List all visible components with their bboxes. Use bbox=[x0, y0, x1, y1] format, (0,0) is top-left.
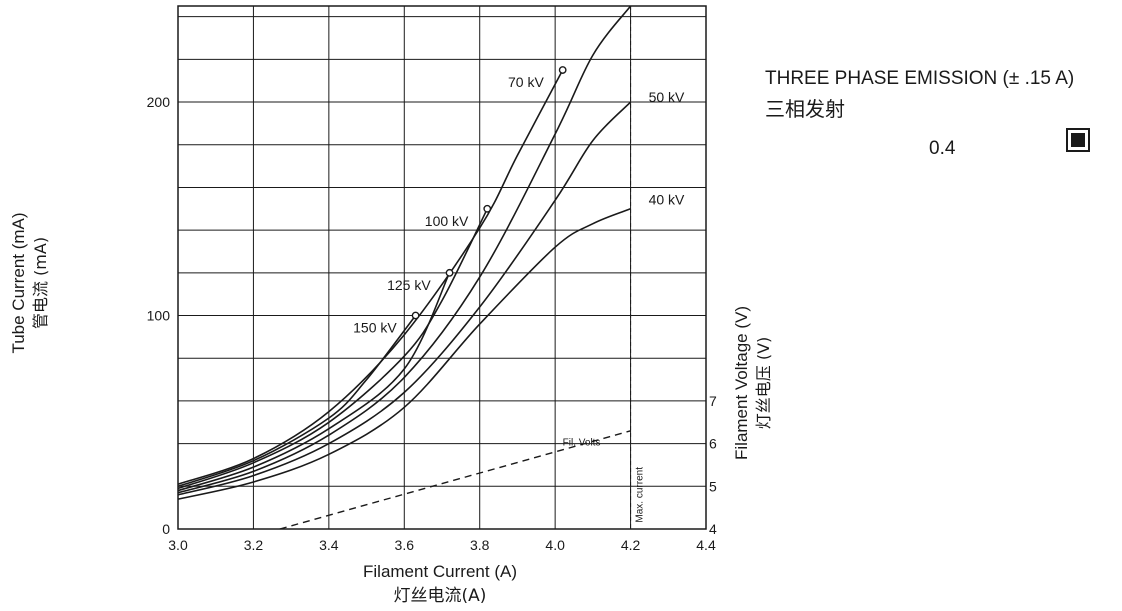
curve-60kv bbox=[177, 5, 632, 494]
panel-title: THREE PHASE EMISSION (± .15 A) bbox=[765, 68, 1075, 89]
y-tick-label: 200 bbox=[147, 94, 171, 110]
series-label: 70 kV bbox=[508, 74, 544, 90]
max-current-label: Max. current bbox=[635, 467, 646, 523]
series-label: 50 kV bbox=[649, 89, 685, 105]
emission-value: 0.4 bbox=[929, 138, 956, 159]
endpoint-marker bbox=[483, 204, 492, 213]
y-tick-label: 100 bbox=[147, 308, 171, 324]
y2-tick-label: 6 bbox=[709, 436, 717, 452]
curve-50kv bbox=[177, 101, 632, 496]
series-label: 125 kV bbox=[387, 277, 431, 293]
y2-ticks: 4 5 6 7 bbox=[709, 393, 717, 537]
legend-swatch-fill bbox=[1071, 133, 1085, 147]
x-axis-label: Filament Current (A) bbox=[363, 562, 517, 581]
y-ticks: 0 100 200 bbox=[147, 94, 171, 537]
fil-volts-label: Fil. Volts bbox=[563, 438, 601, 449]
x-tick-label: 3.2 bbox=[244, 537, 264, 553]
series-label: 150 kV bbox=[353, 320, 397, 336]
curve-100kv bbox=[177, 208, 489, 490]
series-label: 40 kV bbox=[649, 192, 685, 208]
x-tick-label: 4.4 bbox=[696, 537, 716, 553]
y-tick-label: 0 bbox=[162, 521, 170, 537]
y2-axis-label: Filament Voltage (V) bbox=[732, 306, 751, 460]
x-ticks: 3.0 3.2 3.4 3.6 3.8 4.0 4.2 4.4 bbox=[168, 537, 716, 553]
curve-40kv bbox=[177, 208, 631, 500]
x-tick-label: 4.2 bbox=[621, 537, 641, 553]
curve-70kv bbox=[177, 69, 564, 485]
legend-swatch bbox=[1066, 128, 1090, 152]
curve-150kv bbox=[177, 315, 417, 488]
x-axis-label-zh: 灯丝电流(A) bbox=[394, 586, 487, 606]
x-tick-label: 3.0 bbox=[168, 537, 188, 553]
x-tick-label: 3.6 bbox=[395, 537, 415, 553]
grid bbox=[178, 6, 706, 529]
y2-tick-label: 4 bbox=[709, 521, 717, 537]
plot-frame bbox=[177, 5, 707, 530]
curves bbox=[177, 5, 632, 530]
y-axis-label: Tube Current (mA) bbox=[9, 212, 28, 353]
curve-125kv bbox=[177, 272, 451, 492]
y2-tick-label: 7 bbox=[709, 393, 717, 409]
endpoint-marker bbox=[558, 66, 567, 74]
fil-volts-line bbox=[279, 430, 631, 530]
endpoint-marker bbox=[445, 268, 454, 277]
y2-tick-label: 5 bbox=[709, 478, 717, 494]
x-tick-label: 3.8 bbox=[470, 537, 490, 553]
series-label: 100 kV bbox=[425, 213, 469, 229]
endpoint-marker bbox=[411, 311, 420, 320]
panel-title-zh: 三相发射 bbox=[765, 97, 845, 121]
y2-axis-label-zh: 灯丝电压 (V) bbox=[754, 337, 773, 430]
y-axis-label-zh: 管电流 (mA) bbox=[31, 237, 50, 329]
x-tick-label: 4.0 bbox=[545, 537, 565, 553]
x-tick-label: 3.4 bbox=[319, 537, 339, 553]
